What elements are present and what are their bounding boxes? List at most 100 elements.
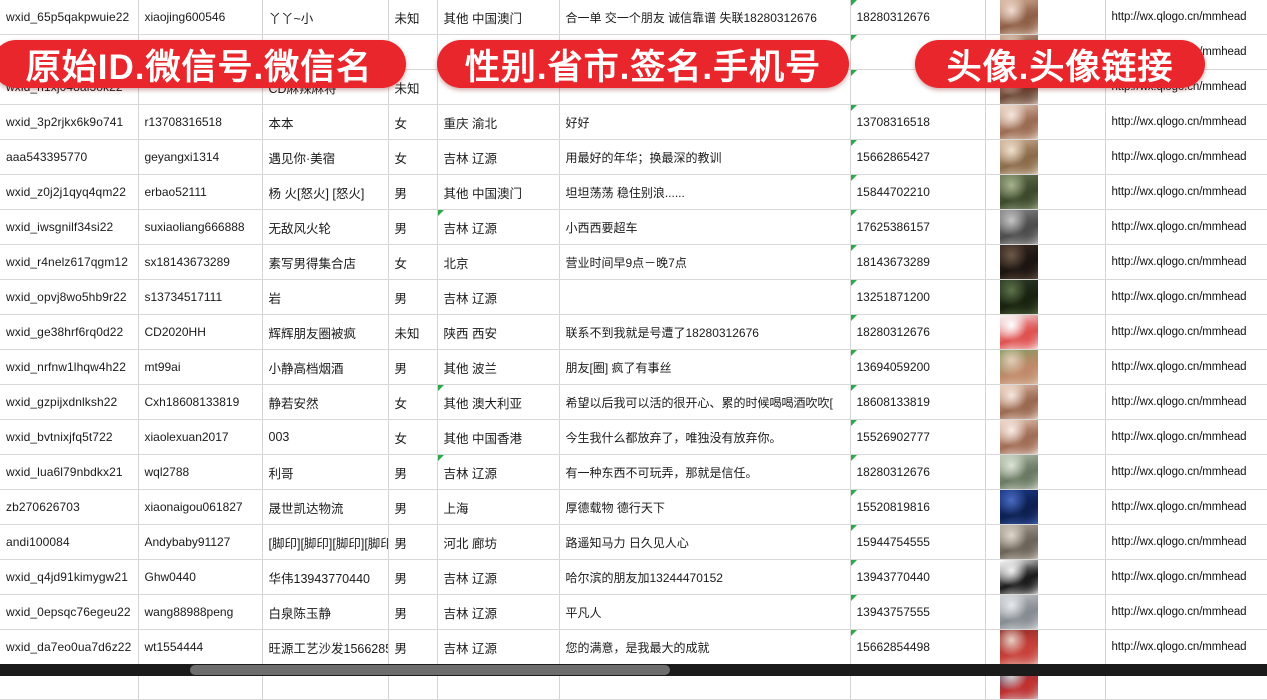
cell-avatar[interactable]	[985, 244, 1106, 280]
cell-gender[interactable]: 男	[388, 489, 438, 525]
cell-phone[interactable]: 13694059200	[850, 349, 986, 385]
cell-nick[interactable]: 晟世凯达物流	[262, 489, 389, 525]
cell-phone[interactable]: 15662865427	[850, 139, 986, 175]
cell-wid[interactable]: sx18143673289	[138, 244, 263, 280]
cell-wid[interactable]: xiaonaigou061827	[138, 489, 263, 525]
cell-sign[interactable]: 小西西要超车	[559, 209, 851, 245]
table-row[interactable]: wxid_opvj8wo5hb9r22 s13734517111 岩男吉林 辽源 13…	[0, 279, 1267, 315]
cell-sign[interactable]	[559, 279, 851, 315]
cell-prov[interactable]: 重庆 渝北	[437, 104, 560, 140]
cell-prov[interactable]: 吉林 辽源	[437, 209, 560, 245]
cell-oid[interactable]: aaa543395770	[0, 139, 139, 175]
cell-link[interactable]: http://wx.qlogo.cn/mmhead	[1105, 209, 1267, 245]
cell-prov[interactable]: 吉林 辽源	[437, 594, 560, 630]
cell-gender[interactable]: 男	[388, 559, 438, 595]
table-row[interactable]: aaa543395770 geyangxi1314 遇见你·美宿女吉林 辽源 用最好的…	[0, 139, 1267, 175]
cell-link[interactable]: http://wx.qlogo.cn/mmhead	[1105, 524, 1267, 560]
cell-oid[interactable]: wxid_nrfnw1lhqw4h22	[0, 349, 139, 385]
cell-wid[interactable]: wang88988peng	[138, 594, 263, 630]
cell-prov[interactable]: 河北 廊坊	[437, 524, 560, 560]
cell-prov[interactable]: 吉林 辽源	[437, 559, 560, 595]
cell-wid[interactable]: Cxh18608133819	[138, 384, 263, 420]
cell-nick[interactable]: 无敌风火轮	[262, 209, 389, 245]
cell-prov[interactable]: 吉林 辽源	[437, 279, 560, 315]
cell-gender[interactable]: 未知	[388, 0, 438, 35]
cell-oid[interactable]: wxid_65p5qakpwuie22	[0, 0, 139, 35]
cell-nick[interactable]: 003	[262, 419, 389, 455]
cell-prov[interactable]: 其他 中国澳门	[437, 174, 560, 210]
cell-avatar[interactable]	[985, 174, 1106, 210]
cell-phone[interactable]: 13943757555	[850, 594, 986, 630]
cell-gender[interactable]: 男	[388, 279, 438, 315]
cell-avatar[interactable]	[985, 594, 1106, 630]
cell-link[interactable]: http://wx.qlogo.cn/mmhead	[1105, 349, 1267, 385]
cell-link[interactable]: http://wx.qlogo.cn/mmhead	[1105, 419, 1267, 455]
cell-phone[interactable]: 18280312676	[850, 454, 986, 490]
cell-phone[interactable]: 18280312676	[850, 314, 986, 350]
cell-prov[interactable]: 吉林 辽源	[437, 629, 560, 665]
cell-sign[interactable]: 平凡人	[559, 594, 851, 630]
cell-wid[interactable]: suxiaoliang666888	[138, 209, 263, 245]
cell-avatar[interactable]	[985, 314, 1106, 350]
cell-link[interactable]: http://wx.qlogo.cn/mmhead	[1105, 0, 1267, 35]
cell-gender[interactable]: 男	[388, 209, 438, 245]
table-row[interactable]: wxid_bvtnixjfq5t722 xiaolexuan2017 003 女其他 …	[0, 419, 1267, 455]
cell-link[interactable]: http://wx.qlogo.cn/mmhead	[1105, 454, 1267, 490]
cell-prov[interactable]: 吉林 辽源	[437, 139, 560, 175]
cell-oid[interactable]: wxid_z0j2j1qyq4qm22	[0, 174, 139, 210]
scrollbar-thumb[interactable]	[190, 665, 670, 675]
table-row[interactable]: wxid_da7eo0ua7d6z22 wt1554444 旺源工艺沙发156628…	[0, 629, 1267, 665]
cell-phone[interactable]: 15520819816	[850, 489, 986, 525]
cell-gender[interactable]: 男	[388, 524, 438, 560]
cell-prov[interactable]: 吉林 辽源	[437, 454, 560, 490]
cell-wid[interactable]: wt1554444	[138, 629, 263, 665]
cell-wid[interactable]: geyangxi1314	[138, 139, 263, 175]
cell-link[interactable]: http://wx.qlogo.cn/mmhead	[1105, 139, 1267, 175]
cell-oid[interactable]: wxid_gzpijxdnlksh22	[0, 384, 139, 420]
cell-nick[interactable]: 丫丫~小	[262, 0, 389, 35]
table-row[interactable]: wxid_ge38hrf6rq0d22 CD2020HH 辉辉朋友圈被疯 未知 陕西 西…	[0, 314, 1267, 350]
cell-gender[interactable]: 男	[388, 594, 438, 630]
cell-avatar[interactable]	[985, 384, 1106, 420]
table-row[interactable]: wxid_65p5qakpwuie22 xiaojing600546 丫丫~小 未知其…	[0, 0, 1267, 35]
cell-sign[interactable]: 合一单 交一个朋友 诚信靠谱 失联18280312676	[559, 0, 851, 35]
cell-phone[interactable]: 18608133819	[850, 384, 986, 420]
cell-phone[interactable]: 13251871200	[850, 279, 986, 315]
cell-prov[interactable]: 其他 中国澳门	[437, 0, 560, 35]
cell-nick[interactable]: 岩	[262, 279, 389, 315]
cell-sign[interactable]: 您的满意，是我最大的成就	[559, 629, 851, 665]
cell-oid[interactable]: wxid_iwsgnilf34si22	[0, 209, 139, 245]
cell-wid[interactable]: s13734517111	[138, 279, 263, 315]
cell-sign[interactable]: 路遥知马力 日久见人心	[559, 524, 851, 560]
cell-avatar[interactable]	[985, 349, 1106, 385]
cell-gender[interactable]: 男	[388, 174, 438, 210]
cell-wid[interactable]: Ghw0440	[138, 559, 263, 595]
cell-sign[interactable]: 有一种东西不可玩弄，那就是信任。	[559, 454, 851, 490]
cell-sign[interactable]: 营业时间早9点－晚7点	[559, 244, 851, 280]
cell-phone[interactable]: 13943770440	[850, 559, 986, 595]
cell-oid[interactable]: wxid_r4nelz617qgm12	[0, 244, 139, 280]
cell-sign[interactable]: 好好	[559, 104, 851, 140]
cell-sign[interactable]: 厚德载物 德行天下	[559, 489, 851, 525]
cell-oid[interactable]: wxid_ge38hrf6rq0d22	[0, 314, 139, 350]
cell-gender[interactable]: 女	[388, 419, 438, 455]
cell-avatar[interactable]	[985, 104, 1106, 140]
cell-prov[interactable]: 其他 中国香港	[437, 419, 560, 455]
cell-gender[interactable]: 男	[388, 629, 438, 665]
cell-wid[interactable]: Andybaby91127	[138, 524, 263, 560]
cell-gender[interactable]: 女	[388, 104, 438, 140]
cell-gender[interactable]: 男	[388, 454, 438, 490]
table-row[interactable]: wxid_r4nelz617qgm12 sx18143673289 素写男得集合店女…	[0, 244, 1267, 280]
cell-nick[interactable]: 旺源工艺沙发15662854	[262, 629, 389, 665]
cell-link[interactable]: http://wx.qlogo.cn/mmhead	[1105, 559, 1267, 595]
cell-nick[interactable]: [脚印][脚印][脚印][脚印	[262, 524, 389, 560]
table-row[interactable]: wxid_0epsqc76egeu22 wang88988peng 白泉陈玉静男吉林…	[0, 594, 1267, 630]
cell-wid[interactable]: xiaojing600546	[138, 0, 263, 35]
cell-avatar[interactable]	[985, 489, 1106, 525]
cell-nick[interactable]: 利哥	[262, 454, 389, 490]
cell-nick[interactable]: 素写男得集合店	[262, 244, 389, 280]
cell-oid[interactable]: wxid_3p2rjkx6k9o741	[0, 104, 139, 140]
cell-sign[interactable]: 联系不到我就是号遭了18280312676	[559, 314, 851, 350]
cell-oid[interactable]: wxid_q4jd91kimygw21	[0, 559, 139, 595]
